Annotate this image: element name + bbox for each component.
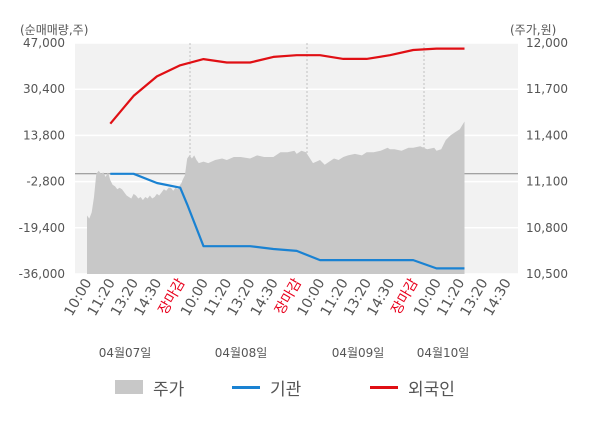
date-label: 04월09일 <box>332 346 385 360</box>
left-tick-label: -2,800 <box>26 175 65 189</box>
price-area-swatch-icon <box>115 380 143 394</box>
left-tick-label: 47,000 <box>23 36 65 50</box>
right-tick-label: 12,000 <box>526 36 568 50</box>
legend: 주가 기관 외국인 <box>0 372 600 402</box>
left-tick-label: 13,800 <box>23 128 65 142</box>
foreign-line-swatch-icon <box>370 385 398 389</box>
foreign-line <box>109 47 465 125</box>
legend-item-foreign: 외국인 <box>370 372 455 402</box>
legend-item-institution: 기관 <box>232 372 301 402</box>
net-buy-lines-layer <box>109 47 465 270</box>
legend-item-price: 주가 <box>115 372 184 402</box>
date-label: 04월10일 <box>417 346 470 360</box>
left-axis-title: (순매매량,주) <box>20 23 88 37</box>
right-tick-label: 11,400 <box>526 128 568 142</box>
date-label: 04월07일 <box>99 346 152 360</box>
legend-label-foreign: 외국인 <box>408 379 455 400</box>
legend-label-institution: 기관 <box>270 379 302 400</box>
right-tick-label: 10,800 <box>526 221 568 235</box>
price-area-layer <box>87 121 465 274</box>
date-label: 04월08일 <box>215 346 268 360</box>
price-area <box>87 121 465 274</box>
left-tick-label: -36,000 <box>19 267 65 281</box>
right-tick-label: 11,100 <box>526 175 568 189</box>
legend-label-price: 주가 <box>153 379 185 400</box>
left-tick-label: -19,400 <box>19 221 65 235</box>
investor-trend-chart: (순매매량,주) (주가,원) 47,000 30,400 13,800 -2,800… <box>19 23 568 360</box>
left-tick-label: 30,400 <box>23 82 65 96</box>
institution-line <box>110 172 465 270</box>
right-axis-title: (주가,원) <box>510 23 556 37</box>
institution-line-swatch-icon <box>232 385 260 389</box>
right-tick-label: 10,500 <box>526 267 568 281</box>
right-tick-label: 11,700 <box>526 82 568 96</box>
